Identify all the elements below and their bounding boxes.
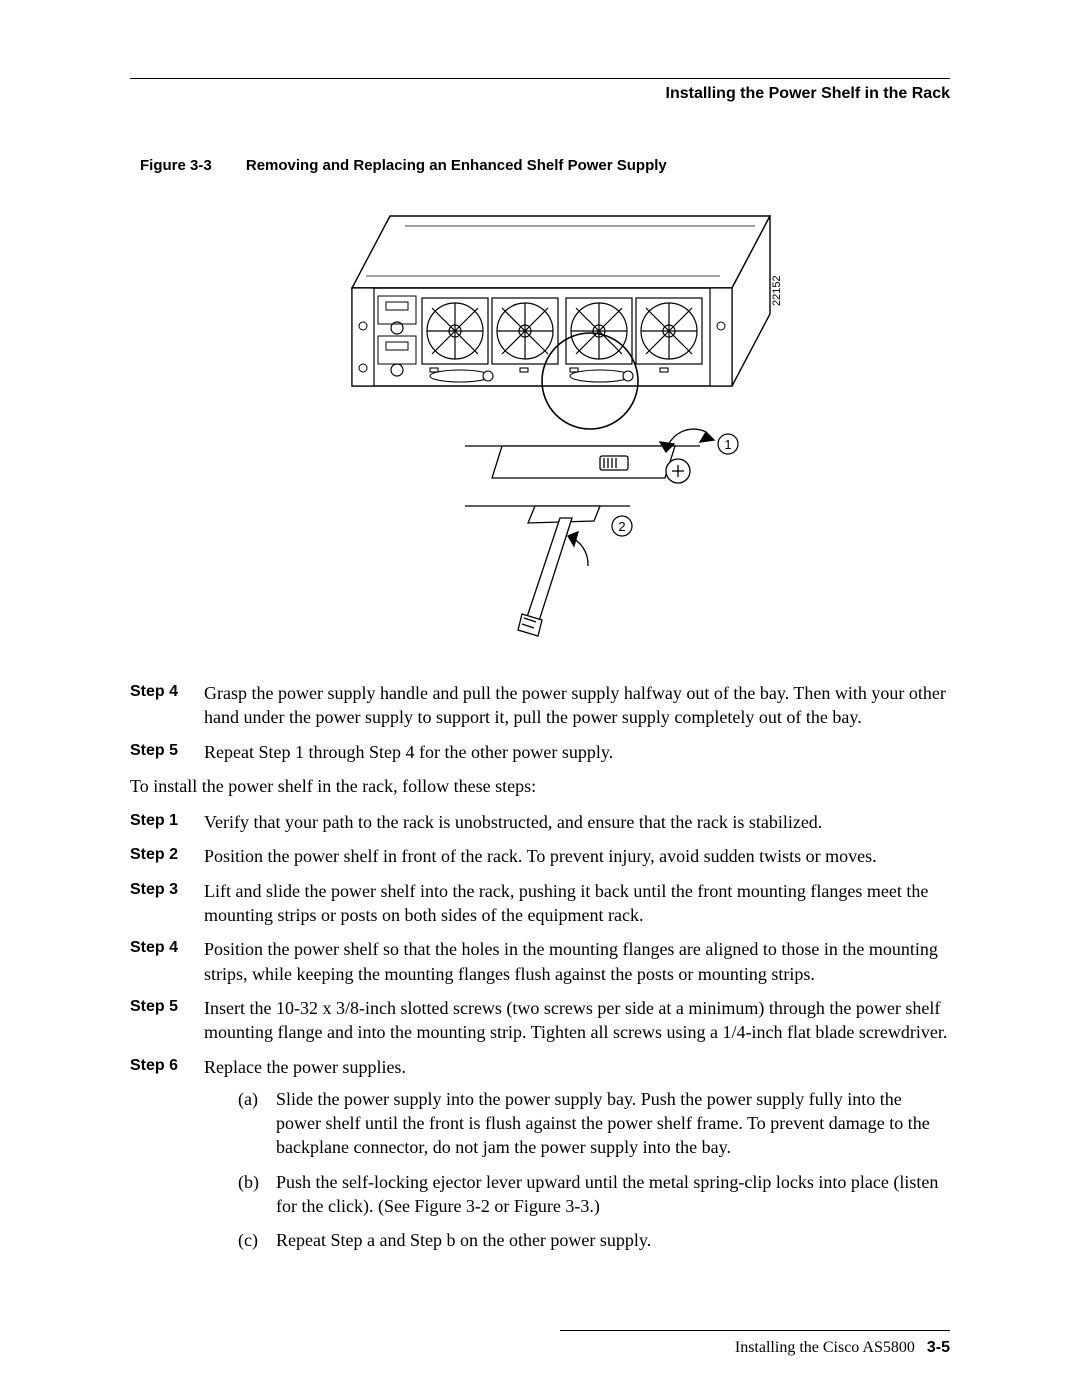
step-row: Step 5 Repeat Step 1 through Step 4 for … <box>130 740 950 764</box>
figure-diagram: 22152 <box>130 196 950 661</box>
steps-remove: Step 4 Grasp the power supply handle and… <box>130 681 950 764</box>
header-section-title: Installing the Power Shelf in the Rack <box>130 85 950 103</box>
substep-text: Push the self-locking ejector lever upwa… <box>276 1170 950 1219</box>
footer: Installing the Cisco AS5800 3-5 <box>735 1339 950 1357</box>
step-row: Step 5 Insert the 10-32 x 3/8-inch slott… <box>130 996 950 1045</box>
step-row: Step 4 Position the power shelf so that … <box>130 937 950 986</box>
step-row: Step 6 Replace the power supplies. (a) S… <box>130 1055 950 1263</box>
substep-text: Slide the power supply into the power su… <box>276 1087 950 1160</box>
figure-id: 22152 <box>771 275 783 306</box>
step-row: Step 2 Position the power shelf in front… <box>130 844 950 868</box>
header-rule <box>130 78 950 79</box>
substep-row: (a) Slide the power supply into the powe… <box>238 1087 950 1160</box>
substep-text: Repeat Step a and Step b on the other po… <box>276 1228 950 1252</box>
step-text: Position the power shelf so that the hol… <box>204 937 950 986</box>
step-text: Insert the 10-32 x 3/8-inch slotted scre… <box>204 996 950 1045</box>
step-label: Step 5 <box>130 740 204 764</box>
step-label: Step 4 <box>130 937 204 986</box>
step-label: Step 5 <box>130 996 204 1045</box>
footer-doc: Installing the Cisco AS5800 <box>735 1339 915 1356</box>
substep-label: (b) <box>238 1170 276 1219</box>
substep-row: (c) Repeat Step a and Step b on the othe… <box>238 1228 950 1252</box>
step-text: Replace the power supplies. <box>204 1055 950 1079</box>
step-label: Step 1 <box>130 810 204 834</box>
step-body-container: Replace the power supplies. (a) Slide th… <box>204 1055 950 1263</box>
step-text: Grasp the power supply handle and pull t… <box>204 681 950 730</box>
step-label: Step 4 <box>130 681 204 730</box>
step-text: Repeat Step 1 through Step 4 for the oth… <box>204 740 950 764</box>
substep-label: (a) <box>238 1087 276 1160</box>
footer-rule <box>560 1330 950 1331</box>
step-row: Step 3 Lift and slide the power shelf in… <box>130 879 950 928</box>
step-label: Step 6 <box>130 1055 204 1263</box>
step-label: Step 2 <box>130 844 204 868</box>
step-row: Step 1 Verify that your path to the rack… <box>130 810 950 834</box>
step-row: Step 4 Grasp the power supply handle and… <box>130 681 950 730</box>
footer-page: 3-5 <box>927 1339 950 1356</box>
substep-label: (c) <box>238 1228 276 1252</box>
callout-2: 2 <box>618 519 625 534</box>
step-label: Step 3 <box>130 879 204 928</box>
callout-1: 1 <box>724 437 731 452</box>
figure-title: Removing and Replacing an Enhanced Shelf… <box>246 157 667 174</box>
figure-caption: Figure 3-3 Removing and Replacing an Enh… <box>140 157 950 174</box>
step-text: Position the power shelf in front of the… <box>204 844 950 868</box>
step-text: Lift and slide the power shelf into the … <box>204 879 950 928</box>
step-text: Verify that your path to the rack is uno… <box>204 810 950 834</box>
steps-install: Step 1 Verify that your path to the rack… <box>130 810 950 1262</box>
figure-label: Figure 3-3 <box>140 157 212 174</box>
intro-text: To install the power shelf in the rack, … <box>130 774 950 798</box>
substep-row: (b) Push the self-locking ejector lever … <box>238 1170 950 1219</box>
